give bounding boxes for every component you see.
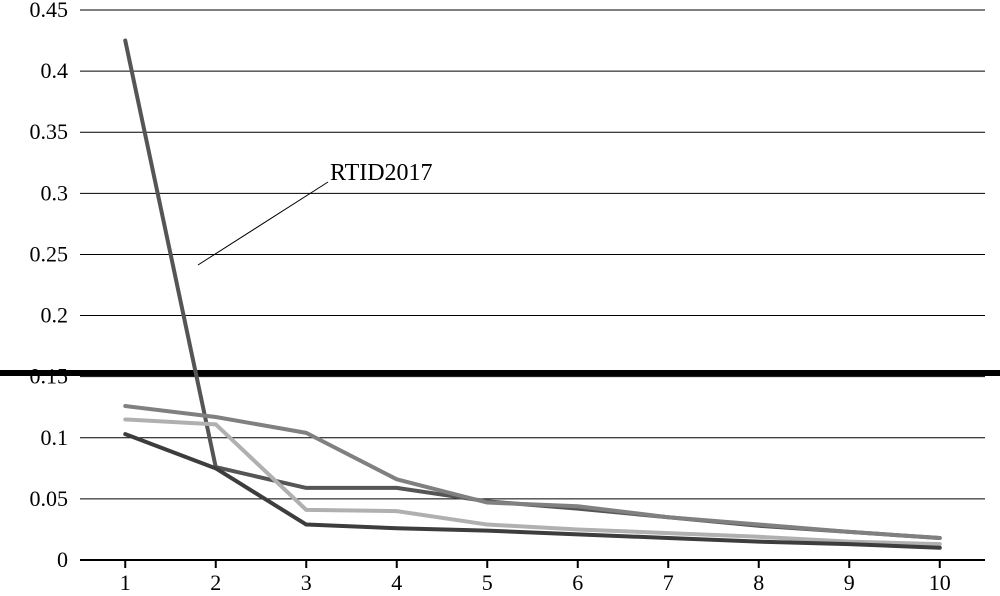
x-tick-label: 6 (572, 570, 583, 595)
y-tick-label: 0.4 (41, 58, 69, 83)
y-tick-label: 0.1 (41, 425, 69, 450)
x-tick-label: 10 (929, 570, 951, 595)
annotation-label: RTID2017 (330, 160, 433, 186)
x-tick-label: 8 (753, 570, 764, 595)
x-tick-label: 7 (663, 570, 674, 595)
y-tick-label: 0 (57, 547, 68, 572)
y-tick-label: 0.3 (41, 180, 69, 205)
x-tick-label: 4 (391, 570, 402, 595)
y-tick-label: 0.15 (30, 364, 69, 389)
x-tick-label: 2 (210, 570, 221, 595)
x-tick-label: 5 (482, 570, 493, 595)
y-tick-label: 0.45 (30, 0, 69, 22)
y-tick-label: 0.25 (30, 241, 69, 266)
x-tick-label: 9 (844, 570, 855, 595)
line-chart: 0 0.05 0.1 0.15 0.2 0.25 0.3 0.35 0.4 0.45 1 2 3 4 5 6 7… (0, 0, 1000, 596)
y-tick-label: 0.35 (30, 119, 69, 144)
x-tick-label: 1 (120, 570, 131, 595)
y-tick-label: 0.05 (30, 486, 69, 511)
y-tick-label: 0.2 (41, 303, 69, 328)
x-tick-label: 3 (301, 570, 312, 595)
